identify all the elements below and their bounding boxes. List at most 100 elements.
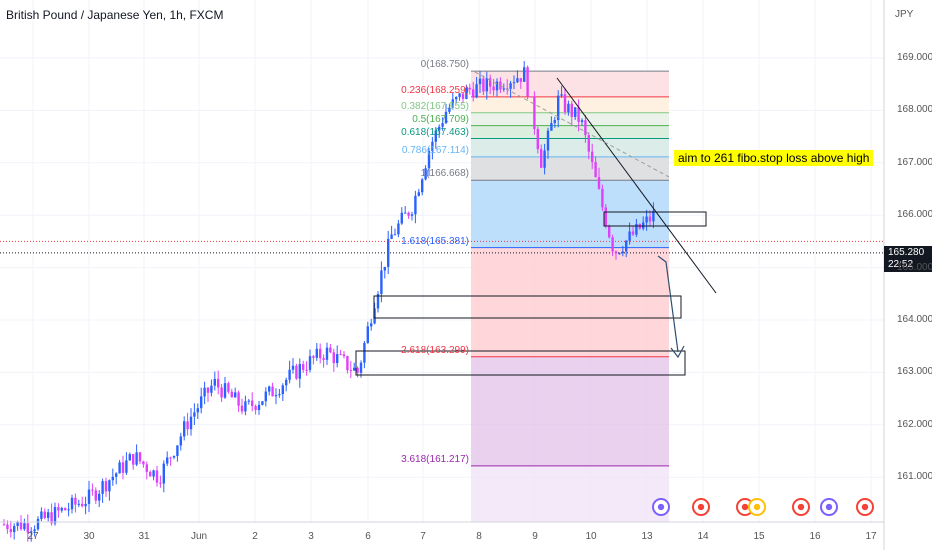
candle-body [424, 168, 427, 180]
candle-body [631, 231, 635, 235]
x-tick-label: Jun [190, 531, 208, 542]
candle-body [6, 524, 9, 530]
zone-box [603, 211, 707, 227]
x-tick-label: 10 [585, 531, 597, 542]
fib-level-label: 0.786(167.114) [401, 144, 469, 156]
candle-body [512, 82, 516, 84]
candle-body [380, 270, 383, 295]
candle-body [115, 473, 118, 477]
candle-body [346, 356, 349, 371]
candle-body [414, 195, 417, 215]
candle-body [2, 524, 6, 526]
candle-body [363, 342, 366, 363]
candle-body [567, 103, 570, 113]
candle-body [162, 463, 165, 484]
candle-body [322, 358, 325, 360]
candle-body [387, 238, 390, 267]
candle-body [305, 369, 308, 371]
x-tick-label: 2 [252, 531, 258, 542]
fib-level-label: 0.618(167.463) [401, 126, 469, 138]
fib-zone [471, 156, 669, 181]
candle-body [397, 223, 400, 235]
countdown-timer: 22:52 [888, 259, 914, 270]
fib-level-label: 0.236(168.259) [401, 84, 469, 96]
candle-body [271, 386, 274, 397]
candle-body [176, 445, 179, 457]
candle-body [193, 412, 196, 417]
candle-body [465, 87, 468, 99]
y-tick-label: 167.000 [897, 156, 932, 168]
currency-label: JPY [895, 9, 914, 20]
candle-body [264, 391, 267, 402]
candle-body [288, 369, 291, 380]
candle-body [247, 400, 250, 402]
y-tick-label: 168.000 [897, 104, 932, 116]
candle-body [40, 511, 43, 519]
event-flag-icon[interactable] [820, 498, 838, 516]
candle-body [47, 512, 50, 518]
event-flag-icon[interactable] [748, 498, 766, 516]
candle-body [472, 89, 475, 98]
candle-body [516, 78, 519, 83]
x-tick-label: 16 [809, 531, 821, 542]
candle-body [461, 93, 465, 99]
candle-body [366, 326, 369, 343]
candle-body [84, 503, 87, 507]
candle-body [621, 251, 624, 254]
fib-level-label: 2.618(163.299) [401, 344, 469, 356]
candle-body [383, 266, 386, 271]
candle-body [298, 364, 301, 379]
candle-body [485, 78, 488, 92]
y-tick-label: 163.000 [897, 366, 932, 378]
candle-body [23, 523, 26, 530]
event-flag-icon[interactable] [792, 498, 810, 516]
candle-body [431, 141, 434, 151]
candle-body [70, 497, 74, 510]
candle-body [553, 120, 556, 124]
fib-level-label: 0(168.750) [420, 59, 469, 71]
zone-box [373, 295, 682, 319]
candle-body [19, 521, 23, 530]
candle-body [407, 212, 410, 216]
candle-body [16, 521, 19, 526]
candle-body [492, 86, 495, 91]
candle-body [9, 529, 12, 533]
candle-body [206, 387, 210, 393]
candle-body [213, 378, 216, 386]
candle-body [169, 457, 172, 459]
candle-body [108, 480, 111, 492]
candle-body [427, 150, 431, 169]
candle-body [121, 462, 125, 473]
candle-body [101, 481, 104, 494]
event-flag-icon[interactable] [692, 498, 710, 516]
y-tick-label: 169.000 [897, 52, 932, 63]
candle-body [591, 151, 594, 163]
event-flag-icon[interactable] [652, 498, 670, 516]
candle-body [342, 354, 346, 357]
x-tick-label: 17 [865, 531, 877, 542]
candle-body [652, 210, 655, 222]
projection-arrowhead [670, 345, 685, 359]
event-flag-icon[interactable] [856, 498, 874, 516]
candle-body [251, 400, 254, 407]
candle-body [128, 454, 131, 461]
candle-body [478, 78, 482, 85]
trade-annotation[interactable]: aim to 261 fibo.stop loss above high [674, 150, 874, 166]
candle-body [604, 207, 607, 227]
candle-body [268, 386, 271, 392]
candle-body [203, 387, 206, 397]
fib-level-label: 3.618(161.217) [401, 453, 469, 465]
candle-body [155, 470, 159, 483]
candle-body [376, 294, 380, 309]
candle-body [210, 385, 213, 393]
fib-level-label: 0.382(167.955) [401, 100, 469, 112]
candle-body [584, 120, 587, 136]
candle-body [550, 123, 553, 131]
candle-body [125, 460, 128, 473]
candle-body [179, 436, 182, 446]
candle-body [339, 354, 342, 356]
candle-body [519, 78, 522, 82]
candle-body [645, 216, 648, 223]
